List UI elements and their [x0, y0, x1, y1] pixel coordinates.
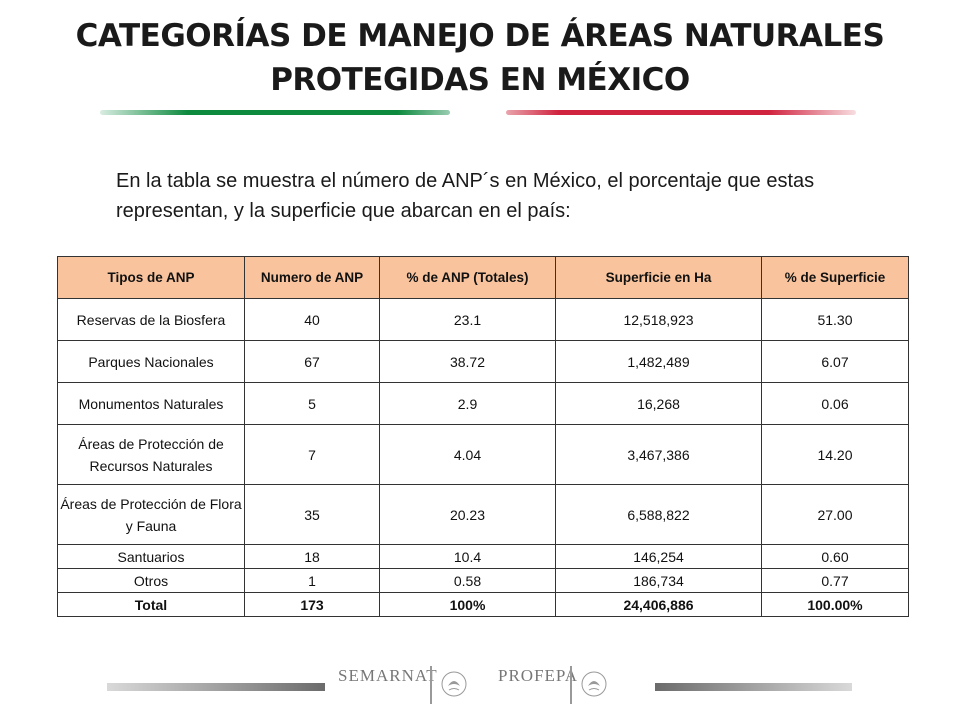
- cell-numero: 40: [244, 298, 380, 341]
- cell-tipo: Parques Nacionales: [57, 340, 245, 383]
- title-line-2: PROTEGIDAS EN MÉXICO: [270, 62, 690, 98]
- table-header-row: Tipos de ANP Numero de ANP % de ANP (Tot…: [57, 256, 909, 299]
- total-numero: 173: [244, 592, 380, 617]
- profepa-logo: PROFEPA: [496, 662, 636, 712]
- total-pct-anp: 100%: [379, 592, 556, 617]
- footer-gray-bar-left: [107, 683, 325, 691]
- mexico-eagle-seal-icon: [441, 671, 467, 697]
- cell-superficie: 16,268: [555, 382, 762, 425]
- cell-numero: 35: [244, 484, 380, 545]
- header-superficie: Superficie en Ha: [555, 256, 762, 299]
- header-pct-anp: % de ANP (Totales): [379, 256, 556, 299]
- cell-pct-superficie: 6.07: [761, 340, 909, 383]
- cell-pct-anp: 0.58: [379, 568, 556, 593]
- cell-superficie: 186,734: [555, 568, 762, 593]
- cell-pct-anp: 10.4: [379, 544, 556, 569]
- cell-superficie: 146,254: [555, 544, 762, 569]
- cell-pct-superficie: 0.77: [761, 568, 909, 593]
- cell-tipo: Reservas de la Biosfera: [57, 298, 245, 341]
- red-divider-stripe: [506, 110, 856, 115]
- total-pct-superficie: 100.00%: [761, 592, 909, 617]
- total-superficie: 24,406,886: [555, 592, 762, 617]
- cell-tipo: Áreas de Protección de Recursos Naturale…: [57, 424, 245, 485]
- logo-separator: [570, 666, 572, 704]
- semarnat-wordmark: SEMARNAT: [338, 666, 438, 685]
- cell-pct-anp: 2.9: [379, 382, 556, 425]
- mexico-eagle-seal-icon: [581, 671, 607, 697]
- cell-tipo: Monumentos Naturales: [57, 382, 245, 425]
- semarnat-logo: SEMARNAT: [338, 662, 478, 712]
- cell-superficie: 12,518,923: [555, 298, 762, 341]
- cell-pct-anp: 23.1: [379, 298, 556, 341]
- cell-superficie: 3,467,386: [555, 424, 762, 485]
- cell-numero: 67: [244, 340, 380, 383]
- cell-pct-superficie: 0.60: [761, 544, 909, 569]
- cell-pct-superficie: 51.30: [761, 298, 909, 341]
- footer-gray-bar-right: [655, 683, 852, 691]
- cell-superficie: 6,588,822: [555, 484, 762, 545]
- cell-numero: 18: [244, 544, 380, 569]
- profepa-wordmark: PROFEPA: [498, 666, 579, 685]
- cell-numero: 7: [244, 424, 380, 485]
- title-line-1: CATEGORÍAS DE MANEJO DE ÁREAS NATURALES: [75, 18, 885, 54]
- header-numero: Numero de ANP: [244, 256, 380, 299]
- total-label: Total: [57, 592, 245, 617]
- cell-pct-anp: 4.04: [379, 424, 556, 485]
- table-row: Monumentos Naturales 5 2.9 16,268 0.06: [57, 382, 909, 425]
- cell-pct-superficie: 14.20: [761, 424, 909, 485]
- table-row: Áreas de Protección de Recursos Naturale…: [57, 424, 909, 485]
- table-total-row: Total 173 100% 24,406,886 100.00%: [57, 592, 909, 617]
- cell-tipo: Áreas de Protección de Flora y Fauna: [57, 484, 245, 545]
- intro-paragraph: En la tabla se muestra el número de ANP´…: [116, 170, 815, 222]
- anp-table: Tipos de ANP Numero de ANP % de ANP (Tot…: [57, 256, 909, 617]
- cell-tipo: Santuarios: [57, 544, 245, 569]
- cell-pct-superficie: 0.06: [761, 382, 909, 425]
- header-pct-superficie: % de Superficie: [761, 256, 909, 299]
- table-row: Reservas de la Biosfera 40 23.1 12,518,9…: [57, 298, 909, 341]
- cell-superficie: 1,482,489: [555, 340, 762, 383]
- green-divider-stripe: [100, 110, 450, 115]
- table-row: Otros 1 0.58 186,734 0.77: [57, 568, 909, 593]
- cell-pct-anp: 20.23: [379, 484, 556, 545]
- cell-numero: 1: [244, 568, 380, 593]
- cell-pct-superficie: 27.00: [761, 484, 909, 545]
- table-row: Parques Nacionales 67 38.72 1,482,489 6.…: [57, 340, 909, 383]
- table-row: Santuarios 18 10.4 146,254 0.60: [57, 544, 909, 569]
- header-tipos: Tipos de ANP: [57, 256, 245, 299]
- table-row: Áreas de Protección de Flora y Fauna 35 …: [57, 484, 909, 545]
- cell-numero: 5: [244, 382, 380, 425]
- logo-separator: [430, 666, 432, 704]
- page-title: CATEGORÍAS DE MANEJO DE ÁREAS NATURALES …: [0, 14, 960, 102]
- cell-pct-anp: 38.72: [379, 340, 556, 383]
- cell-tipo: Otros: [57, 568, 245, 593]
